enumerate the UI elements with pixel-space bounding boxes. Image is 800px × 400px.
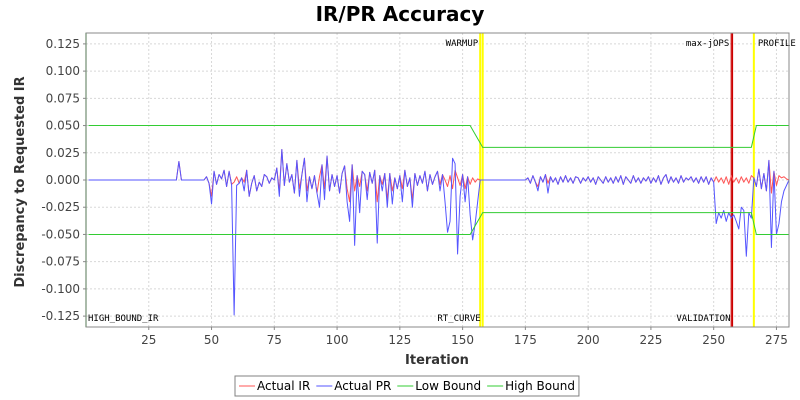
y-tick-label: -0.075 [41,255,80,269]
y-tick-label: -0.100 [41,282,80,296]
chart-title: IR/PR Accuracy [316,2,485,26]
y-tick-label: -0.125 [41,309,80,323]
marker-label-high_bound_ir: HIGH_BOUND_IR [88,314,159,324]
legend-label: Actual IR [257,379,310,393]
x-tick-label: 200 [577,333,600,347]
x-tick-label: 275 [765,333,788,347]
x-tick-label: 25 [141,333,156,347]
y-tick-label: 0.000 [46,173,80,187]
legend-label: Actual PR [334,379,391,393]
legend: Actual IR Actual PR Low Bound High Bound [234,375,580,397]
y-axis-title: Discrepancy to Requested IR [13,76,28,287]
x-tick-label: 150 [451,333,474,347]
series-line-low-bound [88,212,789,235]
marker-label-warmup: WARMUP [446,39,479,49]
series-line-high-bound [88,125,789,148]
marker-label-rt_curve: RT_CURVE [437,314,480,324]
marker-labels: HIGH_BOUND_IR WARMUP RT_CURVE max-jOPS VALID… [88,39,796,324]
marker-label-profile: PROFILE [758,39,796,49]
x-tick-label: 75 [267,333,282,347]
x-tick-label: 225 [639,333,662,347]
y-tick-label: -0.025 [41,200,80,214]
x-tick-label: 50 [204,333,219,347]
series-line-actual-pr [88,149,790,316]
y-tick-label: 0.125 [46,37,80,51]
y-tick-label: 0.100 [46,64,80,78]
legend-label: Low Bound [415,379,481,393]
x-tick-label: 250 [702,333,725,347]
marker-label-validation: VALIDATION [676,314,730,324]
legend-label: High Bound [505,379,575,393]
marker-label-max-jops: max-jOPS [686,39,729,49]
y-tick-label: 0.025 [46,146,80,160]
y-tick-label: -0.050 [41,227,80,241]
x-tick-label: 100 [326,333,349,347]
x-tick-label: 175 [514,333,537,347]
x-tick-label: 125 [388,333,411,347]
x-axis-title: Iteration [405,353,469,368]
y-tick-label: 0.075 [46,91,80,105]
axes: 25 50 75 100 125 150 175 200 225 250 275 -0.125 -0.1… [41,32,790,347]
y-tick-label: 0.050 [46,119,80,133]
series-layer [88,125,790,316]
